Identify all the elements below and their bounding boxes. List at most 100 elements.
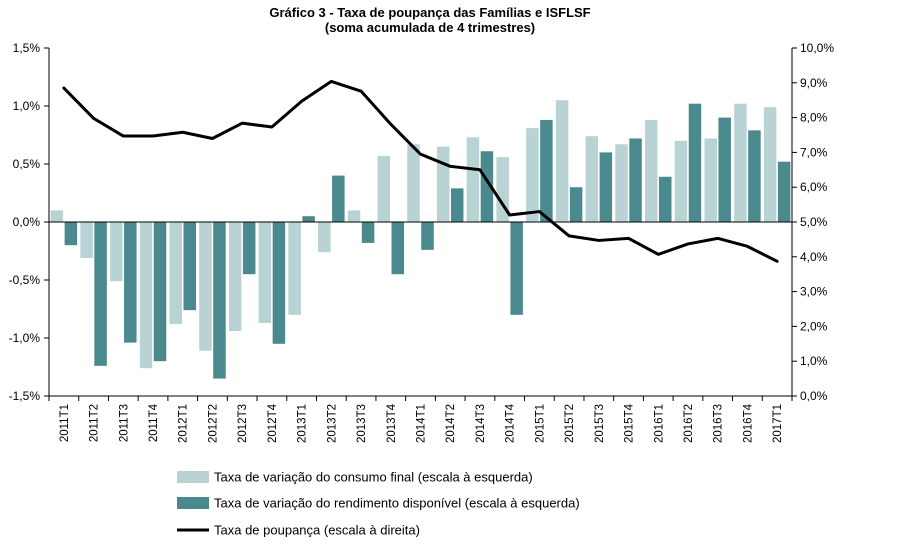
x-tick-label: 2011T4: [148, 403, 160, 442]
bar-rendimento-2012T2: [213, 222, 226, 379]
bar-consumo-2014T4: [496, 157, 509, 222]
bar-rendimento-2015T4: [629, 138, 642, 222]
bar-rendimento-2012T4: [272, 222, 286, 344]
bar-rendimento-2012T1: [183, 222, 196, 311]
right-tick-label: 1,0%: [800, 354, 828, 368]
bar-rendimento-2016T2: [688, 103, 702, 222]
bar-consumo-2013T4: [377, 155, 391, 222]
x-tick-label: 2016T3: [713, 404, 725, 443]
bar-consumo-2015T2: [555, 100, 569, 222]
right-tick-label: 3,0%: [800, 285, 828, 299]
x-tick-label: 2014T4: [505, 403, 517, 443]
left-tick-label: 0,5%: [13, 157, 41, 171]
right-tick-label: 6,0%: [800, 180, 828, 194]
bar-rendimento-2012T3: [242, 222, 256, 275]
x-tick-label: 2015T4: [624, 403, 636, 443]
bar-rendimento-2013T4: [391, 222, 405, 275]
bar-consumo-2011T2: [80, 222, 93, 258]
legend: Taxa de variação do consumo final (escal…: [177, 470, 580, 538]
left-tick-label: -0,5%: [9, 273, 41, 287]
bar-consumo-2014T3: [466, 137, 480, 222]
legend-label-1: Taxa de variação do rendimento disponíve…: [214, 496, 580, 511]
bar-rendimento-2015T3: [599, 152, 613, 222]
right-tick-label: 7,0%: [800, 145, 828, 159]
bar-consumo-2015T3: [585, 136, 599, 222]
bar-consumo-2011T4: [139, 222, 153, 369]
x-tick-label: 2016T4: [742, 403, 754, 443]
bar-rendimento-2013T3: [361, 222, 375, 243]
x-tick-label: 2011T2: [89, 404, 101, 442]
x-tick-label: 2015T2: [564, 404, 576, 443]
right-tick-label: 10,0%: [800, 41, 834, 55]
x-tick-label: 2011T1: [59, 404, 71, 442]
bar-rendimento-2011T2: [94, 222, 107, 366]
bar-consumo-2014T1: [407, 144, 420, 222]
x-tick-label: 2013T2: [326, 404, 338, 443]
x-tick-label: 2013T4: [386, 403, 398, 443]
x-tick-label: 2015T1: [534, 404, 546, 443]
bar-rendimento-2015T1: [540, 119, 553, 222]
bar-consumo-2014T2: [436, 146, 450, 222]
x-tick-label: 2012T3: [237, 404, 249, 443]
bar-rendimento-2014T3: [480, 151, 494, 222]
bar-consumo-2012T2: [199, 222, 212, 351]
plot-area: -1,5% -1,0% -0,5% 0,0% 0,5% 1,0% 1,5% 0,0% 1,0% 2…: [9, 41, 835, 443]
right-tick-label: 4,0%: [800, 250, 828, 264]
x-tick-label: 2016T2: [683, 404, 695, 443]
bar-consumo-2011T1: [50, 210, 64, 222]
x-tick-label: 2016T1: [653, 404, 665, 443]
bar-rendimento-2014T4: [510, 222, 523, 315]
chart-subtitle: (soma acumulada de 4 trimestres): [325, 20, 535, 35]
chart-title: Gráfico 3 - Taxa de poupança das Família…: [269, 5, 590, 20]
bar-rendimento-2016T4: [748, 130, 761, 222]
legend-swatch-0: [177, 471, 209, 483]
bar-consumo-2017T1: [763, 107, 777, 222]
x-tick-label: 2014T2: [445, 404, 457, 443]
bar-consumo-2016T3: [704, 138, 717, 222]
bar-rendimento-2011T3: [124, 222, 137, 343]
x-tick-label: 2012T2: [207, 404, 219, 443]
bar-rendimento-2011T1: [64, 222, 78, 246]
bar-consumo-2016T4: [734, 103, 747, 222]
x-tick-label: 2017T1: [772, 404, 784, 443]
x-tick-label: 2015T3: [594, 404, 606, 443]
bar-rendimento-2015T2: [569, 187, 583, 222]
bar-rendimento-2016T1: [659, 176, 672, 222]
legend-label-2: Taxa de poupança (escala à direita): [214, 523, 420, 538]
x-tick-label: 2011T3: [118, 404, 130, 442]
legend-swatch-1: [177, 497, 209, 509]
bar-consumo-2012T1: [169, 222, 182, 325]
line-poupanca: [62, 79, 779, 263]
left-tick-label: -1,0%: [9, 331, 41, 345]
left-tick-label: 1,5%: [13, 41, 41, 55]
bar-consumo-2013T1: [288, 222, 301, 315]
bar-rendimento-2016T3: [718, 117, 731, 222]
bar-consumo-2012T4: [258, 222, 272, 323]
right-tick-label: 9,0%: [800, 76, 828, 90]
x-tick-label: 2012T1: [178, 404, 190, 443]
legend-label-0: Taxa de variação do consumo final (escal…: [214, 470, 533, 485]
bar-consumo-2016T1: [645, 119, 658, 222]
bar-consumo-2012T3: [228, 222, 242, 332]
right-tick-label: 8,0%: [800, 111, 828, 125]
bar-consumo-2013T3: [347, 210, 361, 222]
x-tick-label: 2013T3: [356, 404, 368, 443]
left-tick-label: -1,5%: [9, 389, 41, 403]
left-tick-label: 1,0%: [13, 99, 41, 113]
bar-consumo-2013T2: [318, 222, 331, 253]
right-tick-label: 2,0%: [800, 319, 828, 333]
x-tick-label: 2014T3: [475, 404, 487, 443]
right-tick-label: 0,0%: [800, 389, 828, 403]
bar-rendimento-2011T4: [153, 222, 167, 362]
bar-rendimento-2014T1: [421, 222, 434, 250]
bar-rendimento-2017T1: [777, 161, 791, 222]
x-tick-label: 2012T4: [267, 403, 279, 443]
bar-rendimento-2014T2: [450, 188, 464, 222]
right-tick-label: 5,0%: [800, 215, 828, 229]
bar-consumo-2015T1: [526, 128, 539, 222]
x-tick-label: 2013T1: [297, 404, 309, 443]
bar-rendimento-2013T1: [302, 216, 315, 222]
bar-rendimento-2013T2: [332, 175, 345, 222]
x-tick-label: 2014T1: [416, 404, 428, 443]
